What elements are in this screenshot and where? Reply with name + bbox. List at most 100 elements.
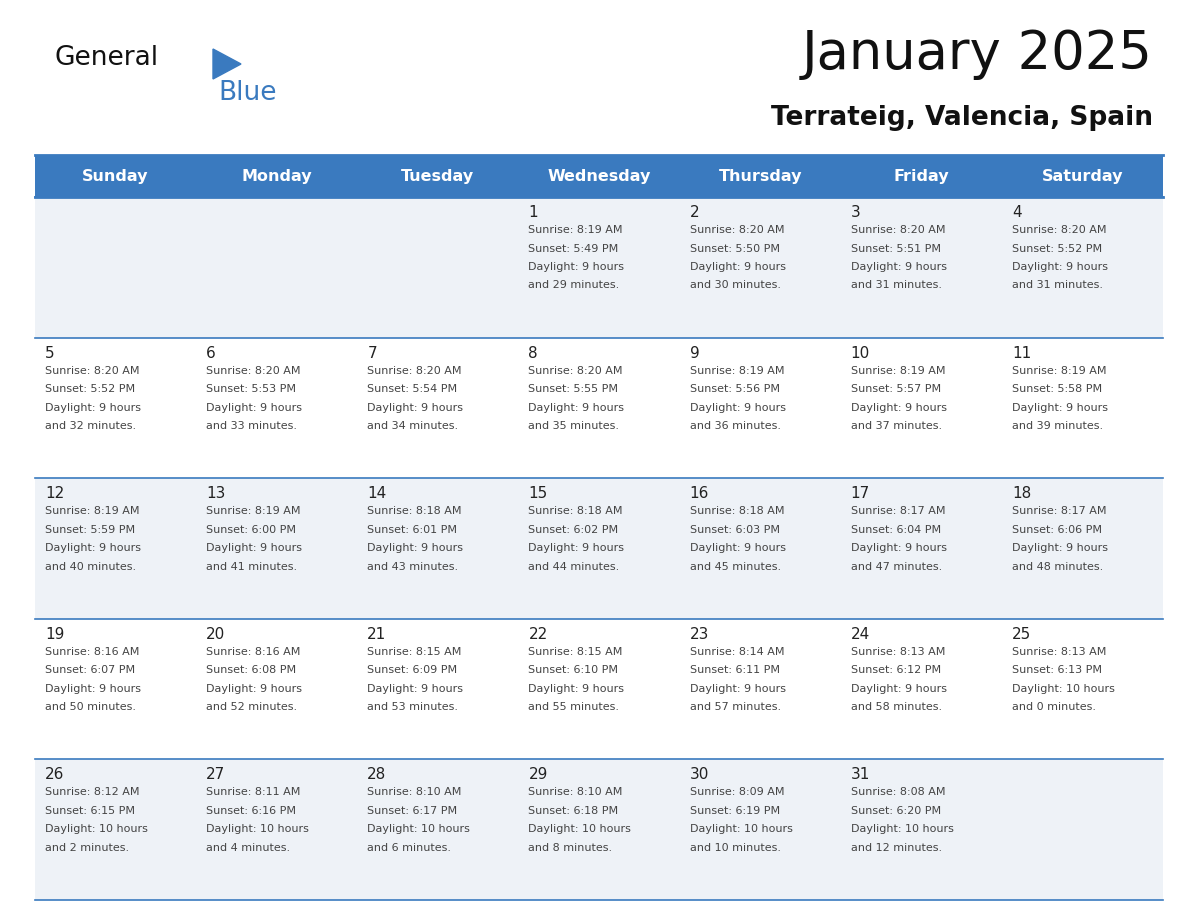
Text: 15: 15 bbox=[529, 487, 548, 501]
Bar bbox=[841, 478, 1001, 619]
Bar bbox=[1001, 478, 1163, 619]
Text: Sunset: 6:07 PM: Sunset: 6:07 PM bbox=[45, 666, 135, 676]
Bar bbox=[358, 619, 518, 759]
Bar bbox=[841, 619, 1001, 759]
Text: and 43 minutes.: and 43 minutes. bbox=[367, 562, 459, 572]
Text: Sunrise: 8:20 AM: Sunrise: 8:20 AM bbox=[689, 225, 784, 235]
Text: 17: 17 bbox=[851, 487, 870, 501]
Text: Sunrise: 8:13 AM: Sunrise: 8:13 AM bbox=[851, 647, 946, 656]
Text: 2: 2 bbox=[689, 205, 700, 220]
Bar bbox=[680, 759, 841, 900]
Bar bbox=[196, 338, 358, 478]
Bar bbox=[196, 759, 358, 900]
Text: Sunrise: 8:10 AM: Sunrise: 8:10 AM bbox=[529, 788, 623, 798]
Text: 24: 24 bbox=[851, 627, 870, 642]
Text: Sunset: 6:15 PM: Sunset: 6:15 PM bbox=[45, 806, 135, 816]
Text: Sunrise: 8:17 AM: Sunrise: 8:17 AM bbox=[1012, 506, 1106, 516]
Text: Sunrise: 8:08 AM: Sunrise: 8:08 AM bbox=[851, 788, 946, 798]
Text: Sunrise: 8:18 AM: Sunrise: 8:18 AM bbox=[367, 506, 462, 516]
Text: and 45 minutes.: and 45 minutes. bbox=[689, 562, 781, 572]
Text: Sunset: 5:49 PM: Sunset: 5:49 PM bbox=[529, 243, 619, 253]
Bar bbox=[518, 759, 680, 900]
Text: 7: 7 bbox=[367, 345, 377, 361]
Text: 4: 4 bbox=[1012, 205, 1022, 220]
Text: Daylight: 9 hours: Daylight: 9 hours bbox=[529, 543, 625, 554]
Text: and 32 minutes.: and 32 minutes. bbox=[45, 421, 137, 431]
Text: 1: 1 bbox=[529, 205, 538, 220]
Text: Sunset: 5:50 PM: Sunset: 5:50 PM bbox=[689, 243, 779, 253]
Text: Wednesday: Wednesday bbox=[548, 169, 651, 184]
Text: and 29 minutes.: and 29 minutes. bbox=[529, 281, 620, 290]
Text: Sunset: 6:19 PM: Sunset: 6:19 PM bbox=[689, 806, 779, 816]
Text: Daylight: 9 hours: Daylight: 9 hours bbox=[45, 543, 141, 554]
Text: Sunset: 6:11 PM: Sunset: 6:11 PM bbox=[689, 666, 779, 676]
Text: 22: 22 bbox=[529, 627, 548, 642]
Text: Daylight: 9 hours: Daylight: 9 hours bbox=[851, 262, 947, 272]
Text: Sunrise: 8:12 AM: Sunrise: 8:12 AM bbox=[45, 788, 139, 798]
Text: and 58 minutes.: and 58 minutes. bbox=[851, 702, 942, 712]
Bar bbox=[518, 197, 680, 338]
Text: Sunset: 5:51 PM: Sunset: 5:51 PM bbox=[851, 243, 941, 253]
Bar bbox=[841, 197, 1001, 338]
Text: Sunrise: 8:13 AM: Sunrise: 8:13 AM bbox=[1012, 647, 1106, 656]
Bar bbox=[518, 338, 680, 478]
Text: 31: 31 bbox=[851, 767, 870, 782]
Text: Sunset: 6:12 PM: Sunset: 6:12 PM bbox=[851, 666, 941, 676]
Text: Sunrise: 8:20 AM: Sunrise: 8:20 AM bbox=[45, 365, 139, 375]
Text: Sunset: 5:52 PM: Sunset: 5:52 PM bbox=[1012, 243, 1102, 253]
Bar bbox=[841, 338, 1001, 478]
Text: Sunrise: 8:20 AM: Sunrise: 8:20 AM bbox=[207, 365, 301, 375]
Text: 23: 23 bbox=[689, 627, 709, 642]
Bar bbox=[196, 197, 358, 338]
Bar bbox=[1001, 197, 1163, 338]
Text: 10: 10 bbox=[851, 345, 870, 361]
Text: Sunrise: 8:20 AM: Sunrise: 8:20 AM bbox=[851, 225, 946, 235]
Text: Sunrise: 8:10 AM: Sunrise: 8:10 AM bbox=[367, 788, 462, 798]
Text: Daylight: 9 hours: Daylight: 9 hours bbox=[367, 543, 463, 554]
Text: Terrateig, Valencia, Spain: Terrateig, Valencia, Spain bbox=[771, 105, 1154, 131]
Bar bbox=[841, 759, 1001, 900]
Text: 20: 20 bbox=[207, 627, 226, 642]
Text: Daylight: 9 hours: Daylight: 9 hours bbox=[689, 543, 785, 554]
Text: and 34 minutes.: and 34 minutes. bbox=[367, 421, 459, 431]
Bar bbox=[34, 478, 196, 619]
Bar bbox=[680, 619, 841, 759]
Text: and 53 minutes.: and 53 minutes. bbox=[367, 702, 459, 712]
Text: Sunset: 5:52 PM: Sunset: 5:52 PM bbox=[45, 384, 135, 394]
Text: 11: 11 bbox=[1012, 345, 1031, 361]
Text: Sunrise: 8:14 AM: Sunrise: 8:14 AM bbox=[689, 647, 784, 656]
Text: Sunset: 6:02 PM: Sunset: 6:02 PM bbox=[529, 525, 619, 534]
Text: 12: 12 bbox=[45, 487, 64, 501]
Text: and 44 minutes.: and 44 minutes. bbox=[529, 562, 620, 572]
Text: Tuesday: Tuesday bbox=[402, 169, 474, 184]
Text: Sunrise: 8:19 AM: Sunrise: 8:19 AM bbox=[1012, 365, 1106, 375]
Text: Sunset: 5:55 PM: Sunset: 5:55 PM bbox=[529, 384, 619, 394]
Text: 14: 14 bbox=[367, 487, 386, 501]
Text: Sunset: 6:18 PM: Sunset: 6:18 PM bbox=[529, 806, 619, 816]
Text: Daylight: 10 hours: Daylight: 10 hours bbox=[1012, 684, 1114, 694]
Polygon shape bbox=[213, 49, 241, 79]
Text: Monday: Monday bbox=[241, 169, 312, 184]
Bar bbox=[1001, 338, 1163, 478]
Text: and 52 minutes.: and 52 minutes. bbox=[207, 702, 297, 712]
Text: 19: 19 bbox=[45, 627, 64, 642]
Text: Daylight: 10 hours: Daylight: 10 hours bbox=[689, 824, 792, 834]
Text: Daylight: 10 hours: Daylight: 10 hours bbox=[45, 824, 147, 834]
Text: 26: 26 bbox=[45, 767, 64, 782]
Bar bbox=[358, 338, 518, 478]
Bar bbox=[358, 759, 518, 900]
Text: and 47 minutes.: and 47 minutes. bbox=[851, 562, 942, 572]
Text: and 6 minutes.: and 6 minutes. bbox=[367, 843, 451, 853]
Text: Sunset: 5:58 PM: Sunset: 5:58 PM bbox=[1012, 384, 1102, 394]
Text: Sunrise: 8:09 AM: Sunrise: 8:09 AM bbox=[689, 788, 784, 798]
Text: Sunrise: 8:19 AM: Sunrise: 8:19 AM bbox=[689, 365, 784, 375]
Text: 16: 16 bbox=[689, 487, 709, 501]
Text: 29: 29 bbox=[529, 767, 548, 782]
Text: and 12 minutes.: and 12 minutes. bbox=[851, 843, 942, 853]
Text: Sunday: Sunday bbox=[82, 169, 148, 184]
Text: Sunset: 5:59 PM: Sunset: 5:59 PM bbox=[45, 525, 135, 534]
Text: and 10 minutes.: and 10 minutes. bbox=[689, 843, 781, 853]
Text: Daylight: 10 hours: Daylight: 10 hours bbox=[851, 824, 954, 834]
Text: and 0 minutes.: and 0 minutes. bbox=[1012, 702, 1095, 712]
Text: 18: 18 bbox=[1012, 487, 1031, 501]
